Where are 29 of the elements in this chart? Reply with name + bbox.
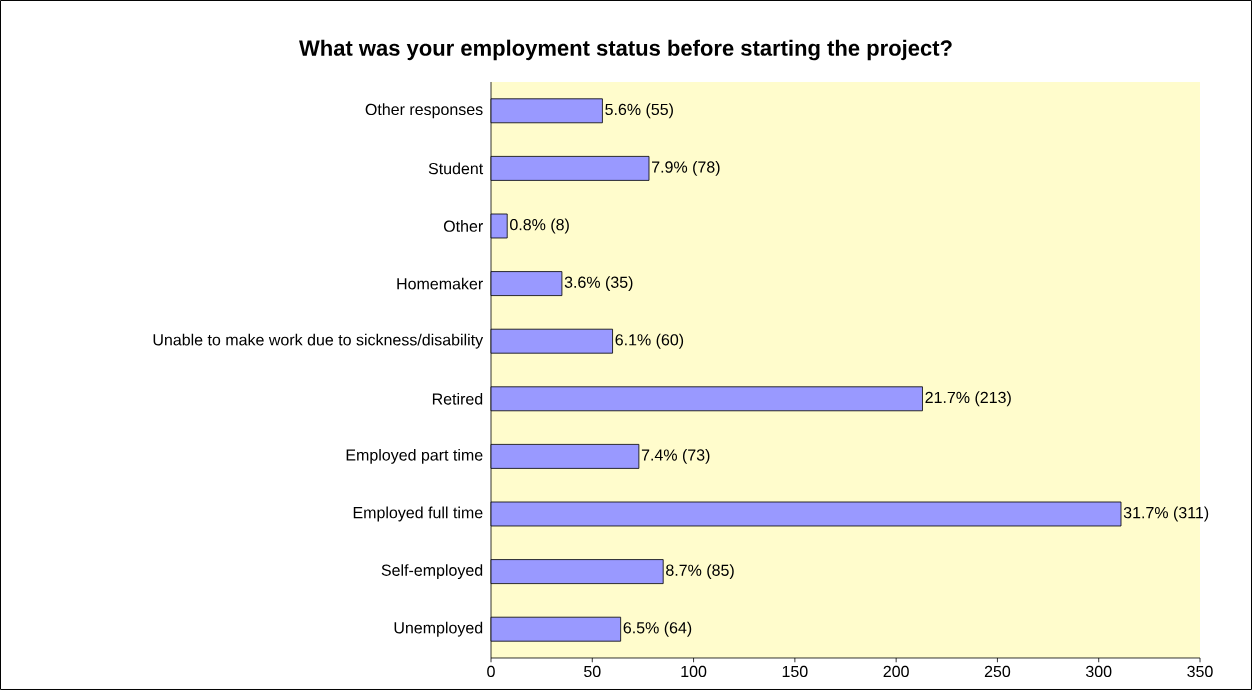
y-tick-label: Self-employed xyxy=(381,564,483,580)
data-label: 7.4% (73) xyxy=(641,448,710,464)
y-tick-label: Unable to make work due to sickness/disability xyxy=(153,333,484,349)
x-tick-label: 0 xyxy=(487,665,495,678)
data-label: 5.6% (55) xyxy=(605,103,673,119)
data-label: 21.7% (213) xyxy=(925,391,1011,407)
data-label: 0.8% (8) xyxy=(510,218,569,234)
x-tick-label: 300 xyxy=(1085,665,1112,678)
x-tick-label: 150 xyxy=(782,665,808,678)
y-tick-label: Other xyxy=(443,220,483,232)
y-tick-label: Employed part time xyxy=(346,448,483,464)
data-label: 8.7% (85) xyxy=(666,564,734,580)
y-tick-label: Unemployed xyxy=(394,621,483,637)
y-tick-label: Student xyxy=(428,162,484,175)
x-tick-label: 100 xyxy=(681,665,707,678)
data-label: 6.1% (60) xyxy=(615,333,684,349)
x-tick-label: 50 xyxy=(584,665,601,678)
data-label: 6.5% (64) xyxy=(623,621,692,637)
x-tick-label: 350 xyxy=(1187,665,1213,678)
chart-title: What was your employment status before starting the project? xyxy=(299,39,952,61)
x-tick-label: 250 xyxy=(984,665,1011,678)
data-label: 7.9% (78) xyxy=(652,160,720,176)
x-tick-label: 200 xyxy=(883,665,909,678)
y-tick-label: Employed full time xyxy=(353,506,483,522)
data-label: 3.6% (35) xyxy=(564,276,633,292)
y-tick-label: Other responses xyxy=(365,103,483,119)
y-tick-label: Retired xyxy=(432,392,483,405)
data-label: 31.7% (311) xyxy=(1123,506,1209,522)
y-tick-label: Homemaker xyxy=(397,277,483,290)
